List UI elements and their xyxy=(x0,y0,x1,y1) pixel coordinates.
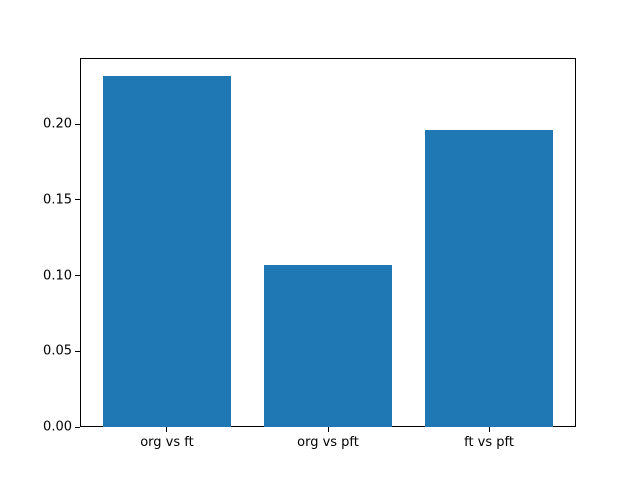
y-tick-label: 0.20 xyxy=(43,116,72,132)
x-tick-mark xyxy=(166,427,168,432)
y-tick-mark xyxy=(75,426,80,428)
y-tick-label: 0.10 xyxy=(43,268,72,284)
y-tick-label: 0.05 xyxy=(43,343,72,359)
y-tick-label: 0.15 xyxy=(43,192,72,208)
y-tick-mark xyxy=(75,199,80,201)
x-tick-label: org vs pft xyxy=(297,435,359,450)
x-tick-mark xyxy=(488,427,490,432)
x-tick-mark xyxy=(327,427,329,432)
y-tick-mark xyxy=(75,350,80,352)
x-tick-label: ft vs pft xyxy=(464,435,514,450)
y-tick-mark xyxy=(75,123,80,125)
bar-ft-vs-pft xyxy=(424,130,554,427)
bar-org-vs-ft xyxy=(102,75,232,427)
x-tick-label: org vs ft xyxy=(140,435,194,450)
bar-org-vs-pft xyxy=(263,264,393,427)
y-tick-mark xyxy=(75,275,80,277)
y-tick-label: 0.00 xyxy=(43,419,72,435)
